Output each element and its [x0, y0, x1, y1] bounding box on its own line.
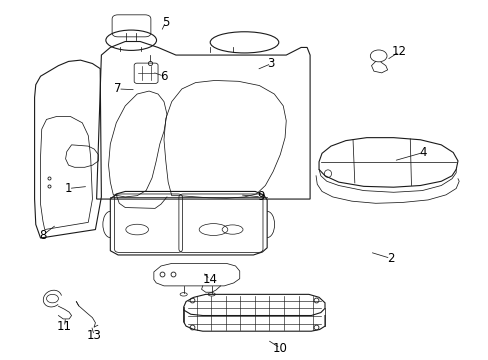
- Text: 4: 4: [419, 146, 427, 159]
- Text: 14: 14: [202, 273, 217, 286]
- Text: 3: 3: [267, 57, 274, 70]
- Text: 1: 1: [65, 182, 72, 195]
- Text: 11: 11: [57, 320, 72, 333]
- Text: 5: 5: [162, 15, 169, 28]
- Text: 8: 8: [39, 229, 46, 242]
- Text: 2: 2: [386, 252, 393, 265]
- Text: 6: 6: [160, 70, 167, 83]
- Text: 13: 13: [86, 329, 102, 342]
- Text: 9: 9: [257, 190, 264, 203]
- Text: 12: 12: [391, 45, 406, 58]
- Text: 10: 10: [272, 342, 287, 355]
- Text: 7: 7: [114, 82, 122, 95]
